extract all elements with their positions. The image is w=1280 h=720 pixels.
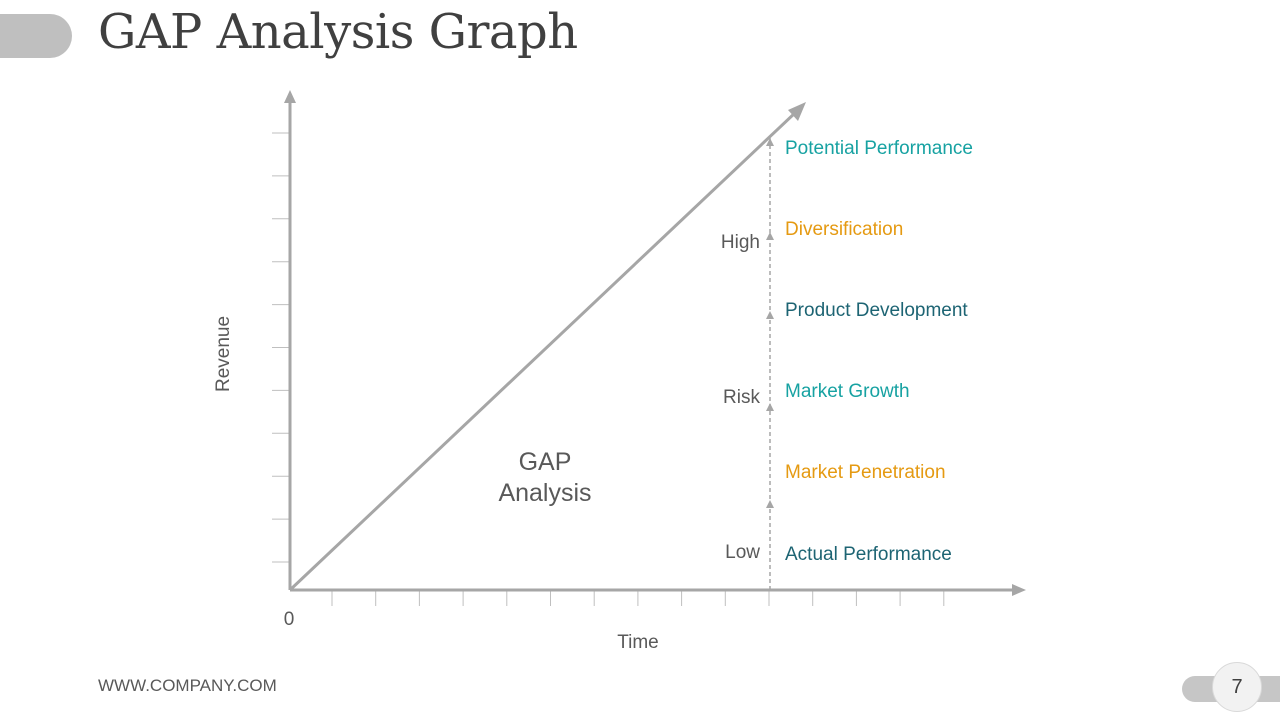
x-axis-label: Time (617, 632, 659, 653)
strategy-product-development: Product Development (785, 300, 968, 321)
y-axis-label: Revenue (213, 316, 234, 392)
gap-arrowhead (766, 500, 774, 508)
strategy-market-growth: Market Growth (785, 381, 910, 402)
x-axis-arrowhead (1012, 584, 1026, 596)
strategy-diversification: Diversification (785, 219, 903, 240)
risk-level-low: Low (725, 542, 760, 563)
strategy-potential-performance: Potential Performance (785, 138, 973, 159)
origin-label: 0 (284, 609, 295, 630)
growth-diagonal-arrowhead (788, 102, 806, 121)
page-number: 7 (1212, 662, 1262, 712)
title-accent-tab (0, 14, 72, 58)
strategy-market-penetration: Market Penetration (785, 462, 946, 483)
risk-level-high: High (721, 232, 760, 253)
center-label-line1: GAP (519, 448, 572, 476)
risk-level-risk: Risk (723, 387, 760, 408)
x-axis-ticks (331, 590, 945, 606)
growth-diagonal (288, 110, 798, 592)
gap-arrowhead (766, 138, 774, 146)
gap-arrowhead (766, 403, 774, 411)
strategy-actual-performance: Actual Performance (785, 544, 952, 565)
center-label-line2: Analysis (498, 479, 591, 507)
page-title: GAP Analysis Graph (98, 4, 578, 60)
gap-arrowhead (766, 311, 774, 319)
footer-website: WWW.COMPANY.COM (98, 676, 277, 695)
gap-arrowheads (766, 138, 774, 508)
gap-arrowhead (766, 232, 774, 240)
y-axis-arrowhead (284, 90, 296, 103)
y-axis-ticks (272, 132, 290, 563)
